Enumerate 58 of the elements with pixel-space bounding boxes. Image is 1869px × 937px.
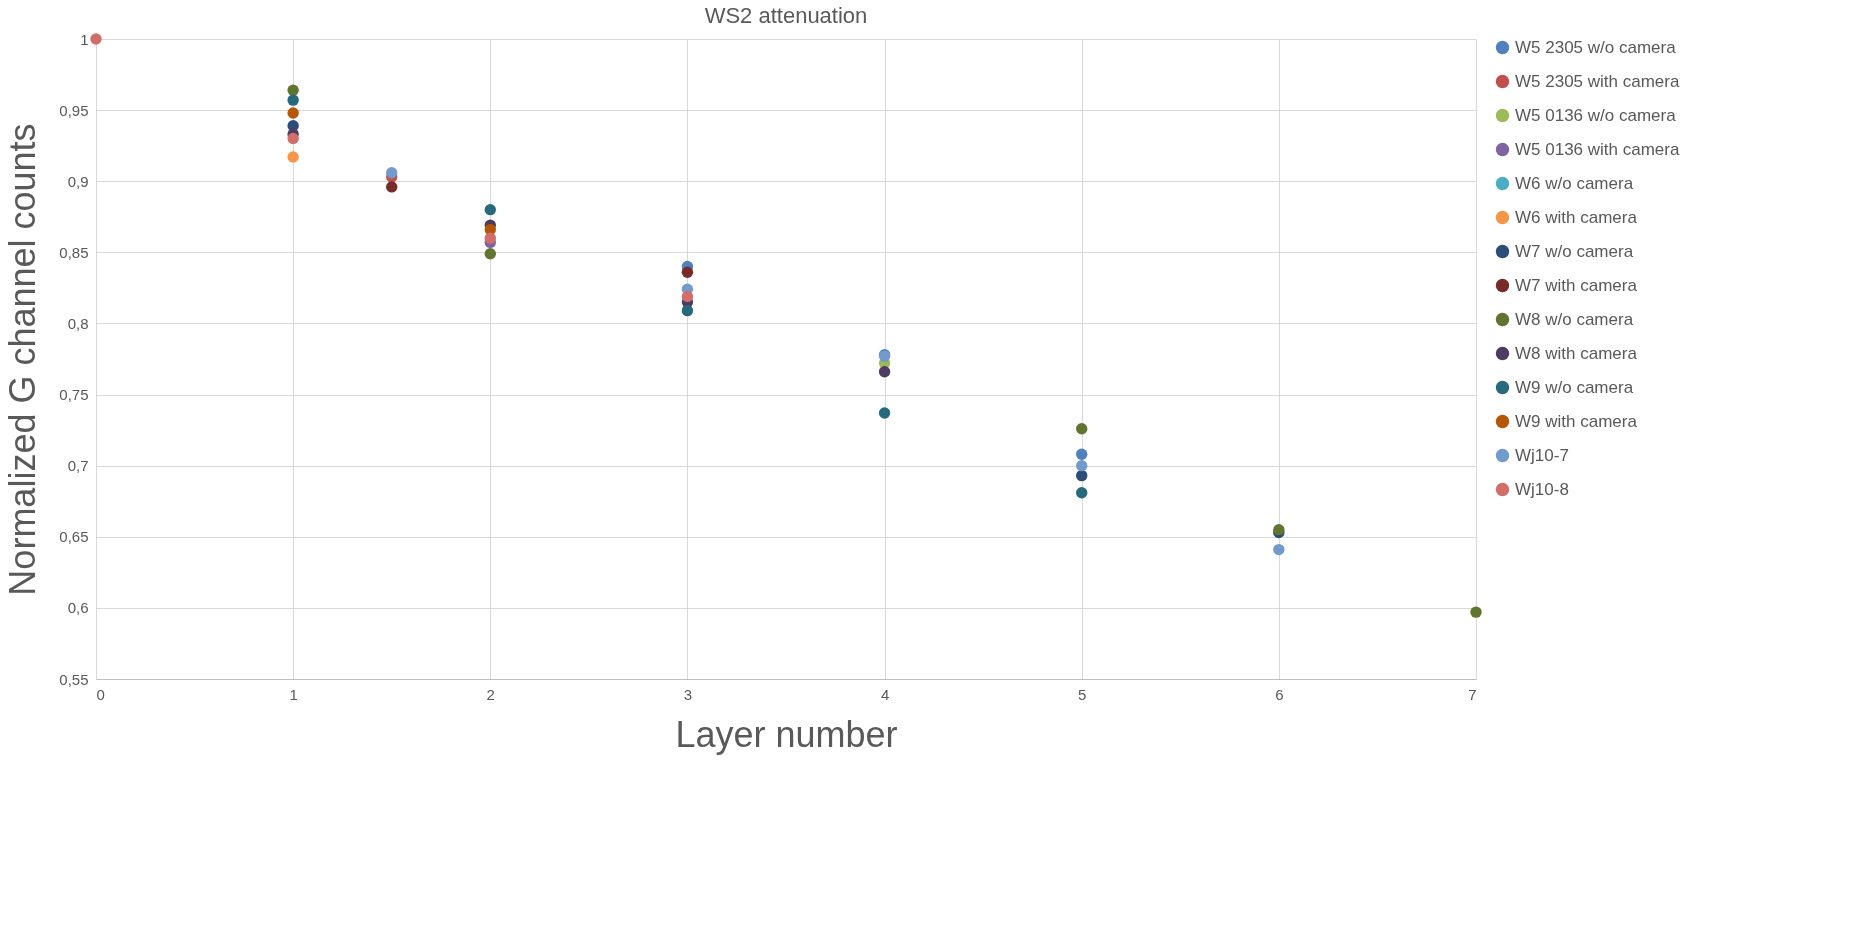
point	[287, 151, 299, 163]
point	[386, 181, 398, 193]
x-tick-label: 0	[96, 685, 105, 703]
legend-label: W9 with camera	[1515, 411, 1638, 431]
point	[1076, 448, 1088, 460]
point	[878, 366, 891, 378]
legend-label: W8 with camera	[1515, 343, 1638, 363]
point	[287, 107, 299, 119]
legend-label: W5 0136 with camera	[1515, 139, 1680, 159]
point	[1470, 606, 1482, 618]
y-axis-title: Normalized G channel counts	[2, 123, 44, 596]
x-tick-label: 1	[289, 685, 298, 703]
point	[484, 248, 496, 260]
point	[484, 232, 496, 244]
y-tick-label: 1	[80, 30, 89, 48]
x-axis-title: Layer number	[675, 713, 898, 755]
legend-label: W7 w/o camera	[1515, 241, 1634, 261]
point	[878, 407, 891, 419]
y-tick-label: 0,75	[59, 386, 89, 404]
point	[681, 266, 694, 278]
chart-title: WS2 attenuation	[704, 3, 868, 28]
point	[681, 290, 694, 303]
legend-label: W7 with camera	[1515, 275, 1638, 295]
point	[90, 33, 102, 45]
x-tick-label: 6	[1275, 685, 1284, 703]
y-tick-label: 0,85	[59, 243, 89, 261]
legend-label: W5 0136 w/o camera	[1515, 105, 1677, 125]
y-tick-label: 0,8	[67, 314, 89, 332]
x-tick-label: 3	[683, 685, 693, 703]
y-tick-label: 0,7	[67, 457, 89, 475]
x-tick-label: 5	[1078, 685, 1087, 703]
x-tick-label: 2	[486, 685, 495, 703]
y-tick-label: 0,9	[67, 172, 89, 190]
point	[1076, 487, 1088, 499]
legend-label: W8 w/o camera	[1515, 309, 1634, 329]
y-tick-label: 0,65	[59, 528, 89, 546]
legend-label: W5 2305 with camera	[1515, 71, 1680, 91]
point	[287, 94, 299, 106]
y-tick-label: 0,95	[59, 101, 89, 119]
point	[287, 84, 299, 96]
y-tick-label: 0,6	[67, 599, 89, 617]
legend-label: W9 w/o camera	[1515, 377, 1634, 397]
point	[484, 203, 496, 216]
y-tick-label: 0,55	[59, 670, 89, 688]
point	[1273, 543, 1285, 556]
point	[681, 304, 694, 317]
legend-label: W6 w/o camera	[1515, 173, 1634, 193]
x-tick-label: 7	[1468, 685, 1477, 703]
legend-label: W5 2305 w/o camera	[1515, 37, 1677, 57]
legend-label: Wj10-7	[1515, 445, 1569, 465]
point	[1076, 459, 1088, 472]
legend-label: Wj10-8	[1515, 479, 1569, 499]
x-tick-label: 4	[880, 685, 890, 703]
point	[386, 167, 398, 179]
point	[1076, 423, 1088, 435]
point	[287, 132, 299, 145]
point	[1076, 469, 1088, 482]
legend-label: W6 with camera	[1515, 207, 1638, 227]
